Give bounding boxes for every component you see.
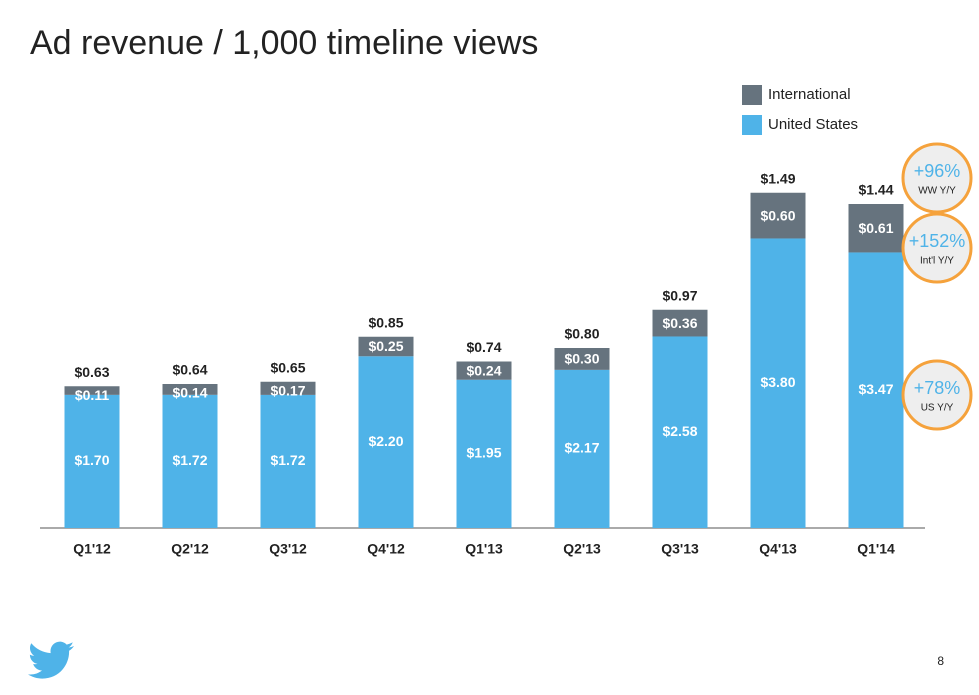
total-label: $0.85	[368, 314, 403, 330]
x-tick-label: Q2'13	[563, 541, 601, 557]
x-tick-label: Q4'13	[759, 541, 797, 557]
legend-label: United States	[768, 116, 858, 133]
data-label: $2.58	[662, 423, 697, 439]
data-label: $0.61	[858, 220, 893, 236]
bar-segment	[848, 204, 904, 253]
bar-segment	[162, 394, 218, 528]
twitter-logo	[28, 641, 74, 679]
data-label: $2.20	[368, 433, 403, 449]
total-label: $1.44	[858, 182, 893, 198]
bar-segment	[554, 369, 610, 528]
data-label: $1.72	[172, 452, 207, 468]
data-label: $3.80	[760, 374, 795, 390]
bar-segment	[652, 309, 708, 337]
x-tick-label: Q1'12	[73, 541, 111, 557]
x-tick-label: Q1'13	[465, 541, 503, 557]
annotation-value: +96%	[914, 161, 961, 181]
legend-label: International	[768, 86, 851, 103]
bar-segment	[750, 192, 806, 239]
x-tick-label: Q2'12	[171, 541, 209, 557]
bar-segment	[750, 238, 806, 528]
total-label: $0.65	[270, 359, 305, 375]
total-label: $0.97	[662, 287, 697, 303]
bar-segment	[64, 394, 120, 528]
data-label: $3.47	[858, 381, 893, 397]
legend-swatch	[742, 85, 762, 105]
page-number: 8	[937, 654, 944, 668]
total-label: $0.64	[172, 362, 207, 378]
annotation-circle	[901, 212, 973, 284]
x-tick-label: Q1'14	[857, 541, 895, 557]
annotation-label: Int'l Y/Y	[920, 256, 954, 267]
x-tick-label: Q3'13	[661, 541, 699, 557]
annotation-label: US Y/Y	[921, 403, 954, 414]
bar-segment	[456, 361, 512, 380]
legend-swatch	[742, 115, 762, 135]
bar-segment	[652, 336, 708, 528]
bar-segment	[162, 384, 218, 395]
bar-segment	[64, 386, 120, 395]
total-label: $0.80	[564, 326, 599, 342]
bar-segment	[456, 379, 512, 528]
annotation-circle	[901, 359, 973, 431]
bar-segment	[260, 381, 316, 395]
bar-segment	[260, 394, 316, 528]
annotation-circle	[901, 142, 973, 214]
total-label: $0.74	[466, 339, 501, 355]
x-tick-label: Q4'12	[367, 541, 405, 557]
data-label: $1.95	[466, 445, 501, 461]
total-label: $1.49	[760, 170, 795, 186]
data-label: $0.25	[368, 338, 403, 354]
annotation-value: +78%	[914, 378, 961, 398]
bar-segment	[554, 348, 610, 370]
data-label: $0.30	[564, 351, 599, 367]
data-label: $0.60	[760, 207, 795, 223]
data-label: $1.72	[270, 452, 305, 468]
annotation-label: WW Y/Y	[918, 186, 956, 197]
data-label: $0.17	[270, 382, 305, 398]
data-label: $0.36	[662, 315, 697, 331]
data-label: $2.17	[564, 440, 599, 456]
annotation-value: +152%	[909, 231, 966, 251]
total-label: $0.63	[74, 364, 109, 380]
bar-segment	[358, 336, 414, 357]
data-label: $0.14	[172, 385, 207, 401]
data-label: $1.70	[74, 452, 109, 468]
bar-segment	[848, 252, 904, 529]
x-tick-label: Q3'12	[269, 541, 307, 557]
data-label: $0.11	[75, 387, 109, 403]
chart-title: Ad revenue / 1,000 timeline views	[30, 24, 538, 62]
data-label: $0.24	[466, 362, 501, 378]
bar-segment	[358, 356, 414, 528]
